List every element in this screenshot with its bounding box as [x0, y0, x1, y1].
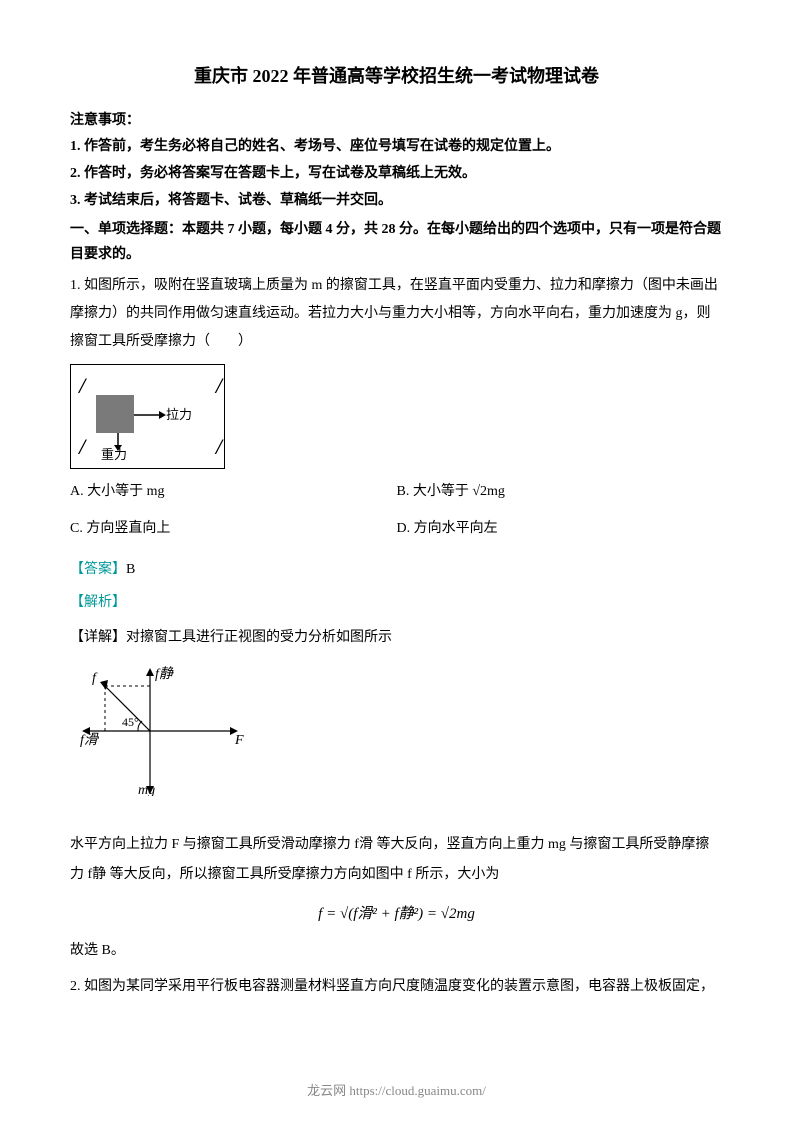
conclusion: 故选 B。 [70, 938, 723, 963]
instruction-1: 1. 作答前，考生务必将自己的姓名、考场号、座位号填写在试卷的规定位置上。 [70, 134, 723, 159]
detail-text: 【详解】对擦窗工具进行正视图的受力分析如图所示 [70, 625, 723, 650]
answer-label: 【答案】B [70, 557, 723, 582]
f-static-label: f静 [155, 666, 174, 682]
f-slide-label: f滑 [80, 732, 100, 748]
option-c: C. 方向竖直向上 [70, 516, 397, 541]
force-F-label: F [234, 733, 244, 748]
section-header: 一、单项选择题：本题共 7 小题，每小题 4 分，共 28 分。在每小题给出的四… [70, 217, 723, 267]
instruction-3: 3. 考试结束后，将答题卡、试卷、草稿纸一并交回。 [70, 188, 723, 213]
question-1-figure: // // // // 拉力 重力 [70, 364, 225, 469]
option-b-text: B. 大小等于 √2mg [397, 484, 505, 499]
tool-box [96, 395, 134, 433]
analysis-label: 【解析】 [70, 590, 723, 615]
options-container: A. 大小等于 mg B. 大小等于 √2mg C. 方向竖直向上 D. 方向水… [70, 479, 723, 553]
question-1-text: 1. 如图所示，吸附在竖直玻璃上质量为 m 的擦窗工具，在竖直平面内受重力、拉力… [70, 272, 723, 356]
option-b: B. 大小等于 √2mg [397, 479, 724, 504]
answer-value: B [126, 562, 135, 577]
footer-link: 龙云网 https://cloud.guaimu.com/ [0, 1079, 793, 1102]
instructions-header: 注意事项： [70, 108, 723, 133]
formula: f = √(f滑² + f静²) = √2mg [70, 901, 723, 928]
question-2-text: 2. 如图为某同学采用平行板电容器测量材料竖直方向尺度随温度变化的装置示意图，电… [70, 973, 723, 1001]
weight-label: 重力 [101, 443, 127, 466]
pull-label: 拉力 [166, 403, 192, 426]
force-diagram: 45° f f静 f滑 F mg [80, 666, 250, 796]
mg-label: mg [138, 783, 155, 796]
answer-bracket: 【答案】 [70, 562, 126, 577]
option-c-text: C. 方向竖直向上 [70, 521, 170, 536]
option-a-text: A. 大小等于 mg [70, 484, 165, 499]
pull-arrow-icon [134, 410, 166, 420]
angle-label: 45° [122, 715, 139, 729]
option-a: A. 大小等于 mg [70, 479, 397, 504]
option-d-text: D. 方向水平向左 [397, 521, 498, 536]
explanation-text: 水平方向上拉力 F 与擦窗工具所受滑动摩擦力 f滑 等大反向，竖直方向上重力 m… [70, 830, 723, 892]
exam-title: 重庆市 2022 年普通高等学校招生统一考试物理试卷 [70, 60, 723, 92]
option-d: D. 方向水平向左 [397, 516, 724, 541]
instruction-2: 2. 作答时，务必将答案写在答题卡上，写在试卷及草稿纸上无效。 [70, 161, 723, 186]
f-label: f [92, 671, 98, 686]
